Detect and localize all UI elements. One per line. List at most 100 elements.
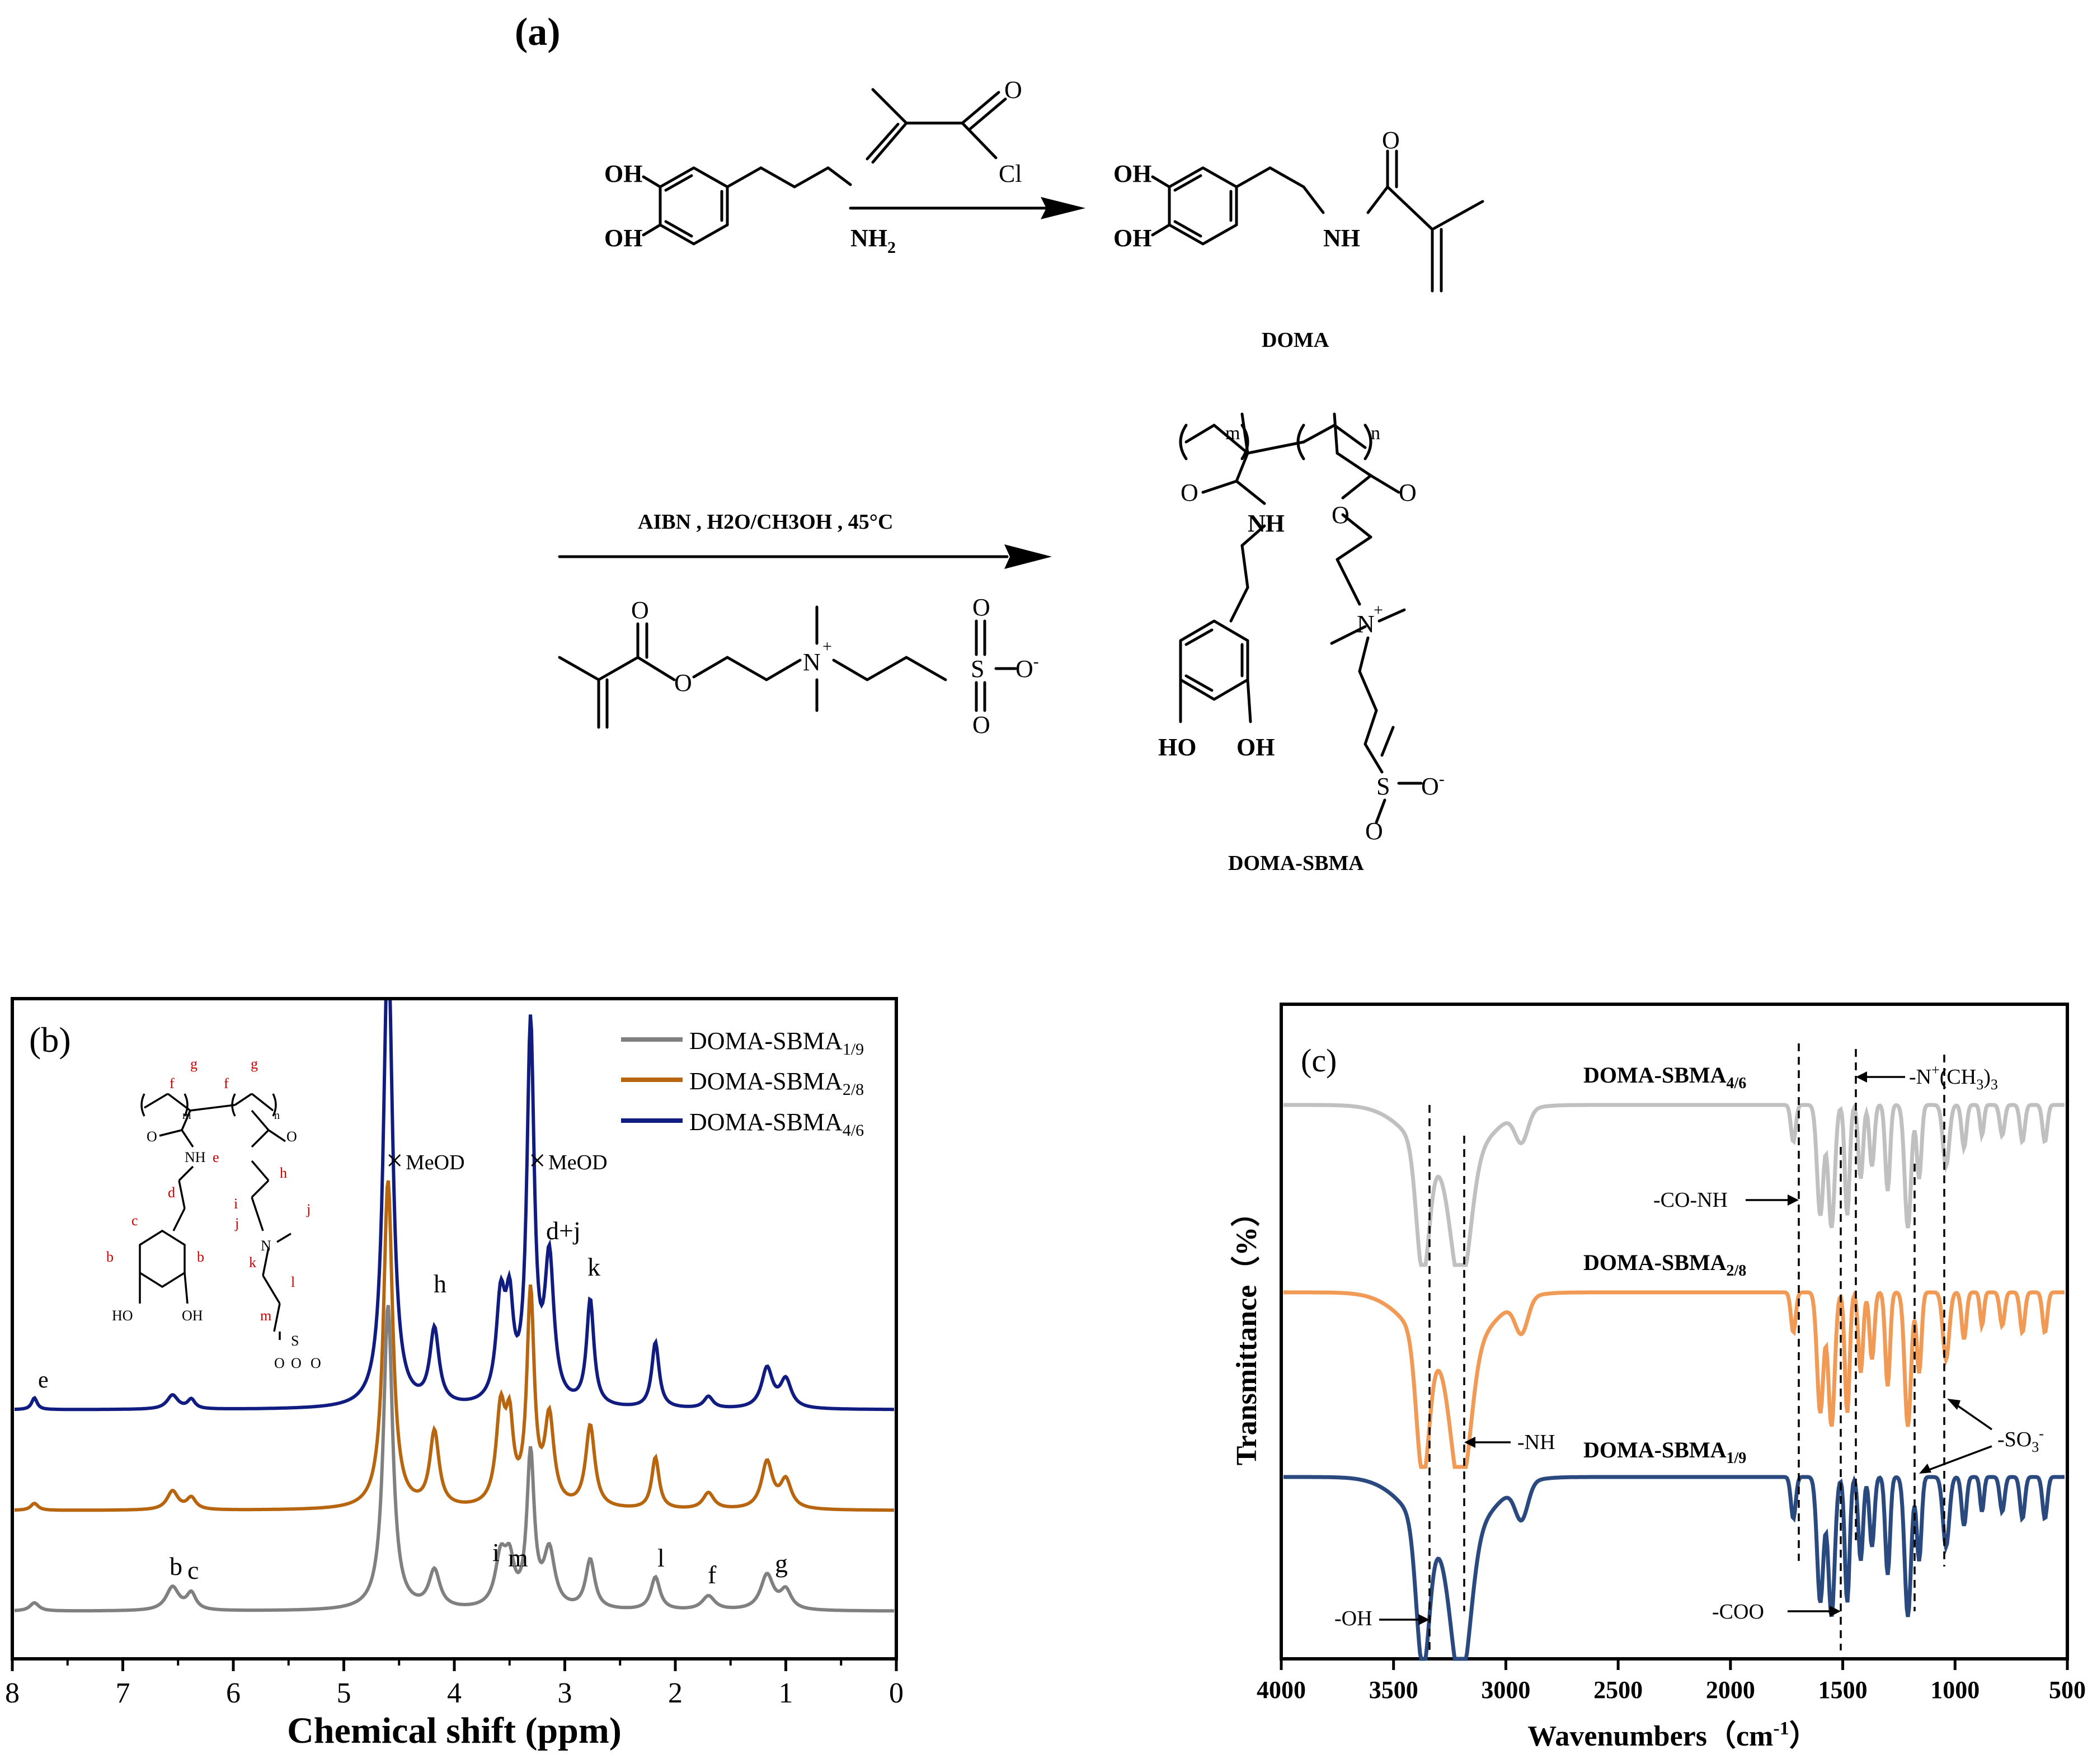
- annotation-nh: -NH: [1517, 1431, 1555, 1454]
- b-x-tick-label: 8: [5, 1677, 20, 1709]
- svg-text:j: j: [234, 1215, 239, 1231]
- peak-label-b: b: [170, 1552, 182, 1580]
- sbma-o-1: O: [631, 596, 649, 624]
- sbma-o-minus: O-: [1015, 652, 1039, 683]
- methacryloyl-chloride-structure: [866, 88, 1007, 164]
- svg-text:n: n: [274, 1109, 280, 1122]
- svg-text:HO: HO: [112, 1307, 133, 1324]
- dopamine-oh-1: OH: [604, 160, 642, 187]
- panel-b-series-group: [14, 1000, 894, 1613]
- poly-subscript-n: n: [1371, 423, 1380, 444]
- svg-text:l: l: [291, 1274, 295, 1290]
- svg-text:i: i: [234, 1196, 238, 1212]
- dopamine-oh-2: OH: [604, 224, 642, 252]
- svg-text:O: O: [147, 1128, 157, 1145]
- poly-ho: HO: [1158, 733, 1196, 761]
- svg-text:k: k: [249, 1254, 256, 1271]
- b-x-tick-label: 6: [226, 1677, 241, 1709]
- meod-cross-1: ×: [386, 1144, 403, 1177]
- poly-n-plus: +: [1374, 601, 1383, 619]
- svg-text:O: O: [274, 1355, 285, 1371]
- svg-text:f: f: [170, 1075, 175, 1092]
- b-x-tick-label: 0: [889, 1677, 904, 1709]
- panel-c-xlabel: Wavenumbers（cm-1）: [1527, 1718, 1818, 1752]
- b-x-tick-label: 2: [668, 1677, 683, 1709]
- svg-text:N: N: [261, 1238, 271, 1254]
- svg-text:m: m: [260, 1307, 271, 1324]
- series-label-2-8: DOMA-SBMA2/8: [1583, 1250, 1746, 1280]
- c-x-tick-label: 500: [2049, 1676, 2086, 1704]
- doma-oh-2: OH: [1113, 224, 1151, 252]
- poly-n: N: [1357, 610, 1375, 638]
- annotation-nch3: -N+(CH3)3: [1909, 1062, 1998, 1093]
- b-x-tick-label: 7: [116, 1677, 130, 1709]
- annotation-conh: -CO-NH: [1653, 1188, 1728, 1212]
- svg-text:g: g: [251, 1056, 258, 1072]
- meod-label-2: MeOD: [548, 1151, 608, 1174]
- legend-item-4-6: DOMA-SBMA4/6: [689, 1108, 864, 1140]
- svg-text:h: h: [280, 1165, 287, 1181]
- b-x-tick-label: 5: [337, 1677, 351, 1709]
- annotation-coo: -COO: [1712, 1600, 1764, 1624]
- peak-label-dj: d+j: [546, 1216, 581, 1245]
- series-label-1-9: DOMA-SBMA1/9: [1583, 1437, 1746, 1467]
- ftir-series-line: [1283, 1103, 2065, 1267]
- sbma-s: S: [971, 655, 984, 683]
- meod-cross-2: ×: [529, 1144, 546, 1177]
- peak-label-h: h: [434, 1269, 446, 1298]
- sbma-so-bottom: O: [972, 711, 990, 738]
- poly-ether-o: O: [1332, 501, 1350, 529]
- dopamine-structure: [642, 166, 852, 246]
- doma-sbma-structure: [1179, 412, 1423, 824]
- peak-label-c: c: [187, 1556, 199, 1584]
- reaction-conditions: AIBN , H2O/CH3OH , 45°C: [638, 510, 893, 534]
- panel-c-ftir-chart: (c) 4000 3500 3000 2500 2000 1500 1000 500 Wave…: [1230, 1003, 2086, 1752]
- svg-text:c: c: [131, 1212, 138, 1229]
- svg-text:m: m: [182, 1109, 191, 1122]
- series-label-4-6: DOMA-SBMA4/6: [1583, 1062, 1746, 1092]
- panel-a-label: (a): [515, 11, 561, 54]
- sbma-n: N: [803, 648, 821, 676]
- panel-a-reaction-scheme: (a) OH OH NH2 O Cl: [515, 11, 1484, 875]
- annotation-so3: -SO3-: [1997, 1426, 2044, 1455]
- svg-text:O: O: [291, 1355, 302, 1371]
- panel-b-inset-labels: f g f g m n NH e O O d h i j j N c b b k…: [106, 1056, 321, 1371]
- b-x-tick-label: 4: [447, 1677, 462, 1709]
- legend-item-2-8: DOMA-SBMA2/8: [689, 1067, 864, 1099]
- svg-text:O: O: [286, 1128, 297, 1145]
- panel-c-dashed-guides: [1428, 1043, 1945, 1650]
- svg-text:f: f: [224, 1075, 229, 1092]
- reagent-cl: Cl: [999, 160, 1022, 187]
- panel-c-ylabel: Transmittance（%）: [1230, 1198, 1263, 1466]
- c-x-tick-label: 4000: [1257, 1676, 1306, 1704]
- doma-structure: [1151, 149, 1484, 293]
- peak-label-k: k: [587, 1253, 600, 1281]
- poly-so-ominus: O-: [1421, 770, 1445, 800]
- svg-text:g: g: [190, 1056, 198, 1072]
- nmr-series-line: [15, 1000, 894, 1412]
- panel-c-x-axis: 4000 3500 3000 2500 2000 1500 1000 500: [1257, 1659, 2086, 1704]
- ftir-series-line: [1283, 1475, 2065, 1661]
- poly-nh: NH: [1248, 510, 1285, 537]
- nmr-series-line: [14, 1180, 894, 1512]
- peak-label-e: e: [38, 1367, 49, 1393]
- svg-text:e: e: [213, 1149, 219, 1165]
- svg-text:S: S: [291, 1333, 299, 1349]
- peak-label-m: m: [508, 1544, 528, 1572]
- panel-c-series-group: [1283, 1103, 2065, 1661]
- doma-oh-1: OH: [1113, 160, 1151, 187]
- doma-label: DOMA: [1262, 328, 1329, 352]
- panel-b-xlabel: Chemical shift (ppm): [287, 1710, 622, 1751]
- c-x-tick-label: 1500: [1818, 1676, 1868, 1704]
- svg-text:OH: OH: [182, 1307, 203, 1324]
- sbma-structure: [558, 605, 1017, 729]
- poly-so-o: O: [1365, 817, 1383, 845]
- panel-b-label: (b): [29, 1020, 71, 1060]
- poly-amide-o: O: [1181, 479, 1198, 506]
- poly-s: S: [1376, 773, 1390, 800]
- poly-subscript-m: m: [1225, 423, 1240, 444]
- c-x-tick-label: 1000: [1930, 1676, 1980, 1704]
- svg-text:j: j: [306, 1201, 311, 1217]
- c-x-tick-label: 3000: [1481, 1676, 1530, 1704]
